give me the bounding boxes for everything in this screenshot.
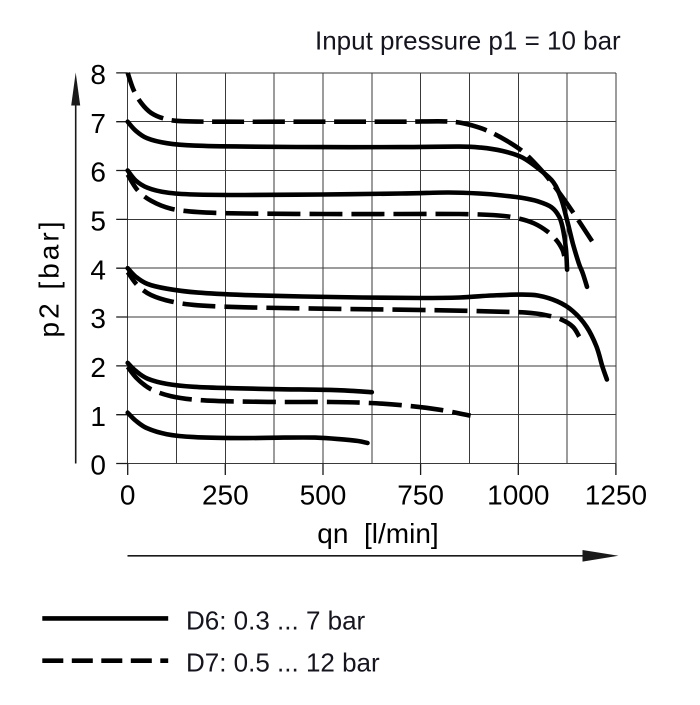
svg-text:qn [l/min]: qn [l/min] (317, 518, 438, 549)
svg-text:0: 0 (90, 450, 106, 481)
svg-text:8: 8 (90, 59, 106, 90)
svg-text:250: 250 (202, 480, 249, 511)
svg-text:6: 6 (90, 157, 106, 188)
svg-text:750: 750 (397, 480, 444, 511)
svg-text:0: 0 (120, 480, 136, 511)
svg-text:Input pressure p1 = 10 bar: Input pressure p1 = 10 bar (315, 26, 621, 56)
svg-text:7: 7 (90, 108, 106, 139)
svg-text:1000: 1000 (487, 480, 549, 511)
svg-text:D6: 0.3 ... 7 bar: D6: 0.3 ... 7 bar (186, 606, 366, 636)
svg-text:5: 5 (90, 206, 106, 237)
svg-text:D7: 0.5 ... 12 bar: D7: 0.5 ... 12 bar (186, 648, 380, 678)
svg-text:500: 500 (300, 480, 347, 511)
svg-text:4: 4 (90, 254, 106, 285)
svg-text:1: 1 (90, 401, 106, 432)
svg-text:p2 [bar]: p2 [bar] (34, 219, 65, 338)
svg-text:1250: 1250 (585, 480, 647, 511)
svg-text:3: 3 (90, 303, 106, 334)
svg-text:2: 2 (90, 352, 106, 383)
